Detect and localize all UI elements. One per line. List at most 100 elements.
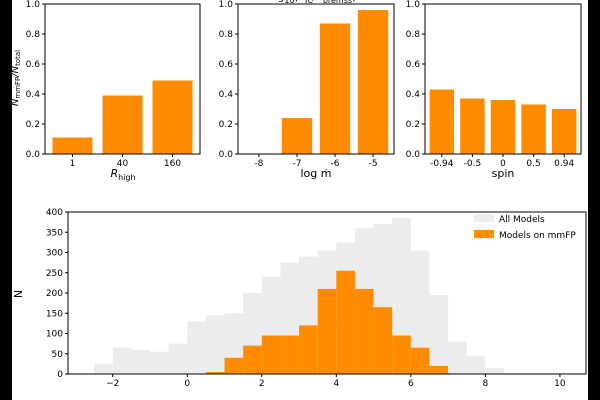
histogram-ylabel: N xyxy=(12,290,25,298)
hist-bar-0-6 xyxy=(205,315,225,374)
bar-1-3 xyxy=(357,10,389,154)
hist-ytick-label-8: 400 xyxy=(46,208,63,218)
xtick-label-0-2: 160 xyxy=(164,159,181,169)
rhigh-ylabel: NmmFP/Ntotal xyxy=(10,50,22,106)
hist-ytick-label-1: 50 xyxy=(52,350,64,360)
hist-bar-0-3 xyxy=(149,351,169,374)
ytick-label-2-4: 0.8 xyxy=(406,30,421,40)
ytick-label-1-3: 0.6 xyxy=(219,60,234,70)
ytick-label-2-1: 0.2 xyxy=(406,120,420,130)
bar-0-1 xyxy=(102,95,143,154)
xtick-label-2-4: 0.94 xyxy=(554,159,574,169)
hist-bar-0-18 xyxy=(429,295,449,374)
xtick-label-1-0: -8 xyxy=(254,159,263,169)
hist-bar-0-19 xyxy=(448,341,467,374)
hist-ytick-label-6: 300 xyxy=(46,249,63,259)
ytick-label-2-5: 1.0 xyxy=(406,0,421,10)
bar-2-2 xyxy=(490,100,516,154)
ytick-label-0-4: 0.8 xyxy=(26,30,41,40)
ytick-label-0-1: 0.2 xyxy=(26,120,40,130)
mdot-xlabel: log ṁ xyxy=(301,167,332,180)
hist-bar-1-18 xyxy=(429,365,449,374)
hist-bar-0-0 xyxy=(94,363,113,374)
hist-bar-1-11 xyxy=(299,325,318,374)
ytick-label-1-5: 1.0 xyxy=(219,0,234,10)
hist-ytick-label-7: 350 xyxy=(46,228,63,238)
xtick-label-2-3: 0.5 xyxy=(526,159,540,169)
histogram-legend: All Models Models on mmFP xyxy=(474,214,576,241)
xtick-label-0-1: 40 xyxy=(117,159,129,169)
panel-frame-1 xyxy=(237,3,395,155)
ytick-label-0-3: 0.6 xyxy=(26,60,41,70)
bar-1-1 xyxy=(281,118,313,154)
hist-ytick-label-2: 100 xyxy=(46,330,63,340)
ytick-label-0-2: 0.4 xyxy=(26,90,41,100)
ytick-label-1-4: 0.8 xyxy=(219,30,234,40)
hist-bar-0-20 xyxy=(466,355,486,374)
histogram-panel: N log10(LIC/Lbremss) All Models Models o… xyxy=(12,0,587,389)
ytick-label-2-0: 0.0 xyxy=(406,150,421,160)
bar-2-1 xyxy=(460,98,485,154)
xtick-label-2-1: -0.5 xyxy=(464,159,482,169)
ytick-label-2-2: 0.4 xyxy=(406,90,421,100)
hist-bar-1-8 xyxy=(243,345,262,374)
hist-bar-1-16 xyxy=(392,335,411,374)
mdot-panel: log ṁ 0.0 0.2 0.4 0.6 0.8 1.0 -8 -7 -6 -5 xyxy=(219,0,395,180)
histogram-xlabel: log10(LIC/Lbremss) xyxy=(268,0,357,5)
hist-xtick-label-5: 8 xyxy=(483,379,489,389)
hist-xtick-label-1: 0 xyxy=(184,379,190,389)
bar-0-0 xyxy=(52,137,93,154)
hist-bar-1-10 xyxy=(280,335,300,374)
hist-bar-1-6 xyxy=(205,371,225,374)
hist-bar-1-15 xyxy=(373,307,393,374)
hist-bar-1-12 xyxy=(317,288,337,374)
ytick-label-0-0: 0.0 xyxy=(26,150,41,160)
xtick-label-0-0: 1 xyxy=(70,159,76,169)
ytick-label-1-2: 0.4 xyxy=(219,90,234,100)
hist-bar-1-14 xyxy=(354,288,374,374)
hist-bar-0-5 xyxy=(187,321,206,374)
hist-bar-0-4 xyxy=(168,343,188,374)
hist-xtick-label-2: 2 xyxy=(259,379,265,389)
xtick-label-1-3: -5 xyxy=(369,159,378,169)
rhigh-panel: NmmFP/Ntotal Rhigh 0.0 0.2 0.4 0.6 0.8 1.0 1 40… xyxy=(10,0,201,182)
hist-xtick-label-6: 10 xyxy=(554,379,566,389)
hist-bar-1-7 xyxy=(224,357,244,374)
hist-bar-0-2 xyxy=(131,349,150,374)
hist-bar-1-13 xyxy=(336,270,355,374)
bar-2-4 xyxy=(551,109,577,154)
bar-2-0 xyxy=(429,89,455,154)
bar-0-2 xyxy=(152,80,193,154)
hist-bar-0-1 xyxy=(112,347,132,374)
hist-bar-0-17 xyxy=(410,250,430,374)
legend-swatch-mmfp xyxy=(474,230,494,238)
hist-bar-0-16 xyxy=(392,218,411,374)
spin-xlabel: spin xyxy=(492,167,515,180)
hist-ytick-label-0: 0 xyxy=(57,370,63,380)
rhigh-xlabel: Rhigh xyxy=(110,167,135,182)
hist-xtick-label-0: −2 xyxy=(106,379,119,389)
spin-panel: spin 0.0 0.2 0.4 0.6 0.8 1.0 -0.94 -0.5 0 0.5 0.94 xyxy=(406,0,582,180)
xtick-label-2-2: 0 xyxy=(500,159,506,169)
xtick-label-1-2: -6 xyxy=(331,159,340,169)
legend-label-all-models: All Models xyxy=(499,215,545,225)
ytick-label-2-3: 0.6 xyxy=(406,60,421,70)
hist-ytick-label-4: 200 xyxy=(46,289,63,299)
hist-bar-1-9 xyxy=(261,335,281,374)
xtick-label-2-0: -0.94 xyxy=(430,159,454,169)
ytick-label-1-1: 0.2 xyxy=(219,120,233,130)
hist-xtick-label-3: 4 xyxy=(333,379,339,389)
bar-2-3 xyxy=(521,104,546,154)
ytick-label-0-5: 1.0 xyxy=(26,0,41,10)
xtick-label-1-1: -7 xyxy=(292,159,301,169)
hist-ytick-label-5: 250 xyxy=(46,269,63,279)
bar-1-2 xyxy=(319,23,351,154)
legend-label-mmfp: Models on mmFP xyxy=(499,231,576,241)
ytick-label-1-0: 0.0 xyxy=(219,150,234,160)
hist-ytick-label-3: 150 xyxy=(46,309,63,319)
hist-bar-1-17 xyxy=(410,347,430,374)
hist-bar-0-21 xyxy=(485,367,505,374)
hist-xtick-label-4: 6 xyxy=(408,379,414,389)
legend-swatch-all-models xyxy=(474,214,494,222)
